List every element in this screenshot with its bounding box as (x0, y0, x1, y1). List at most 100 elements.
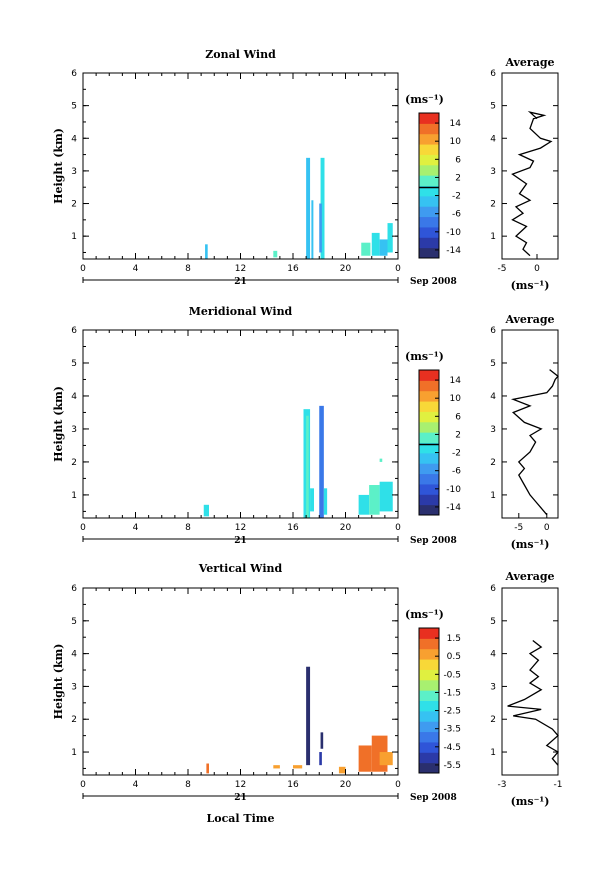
colorbar-tick-label: 2 (455, 173, 461, 183)
colorbar-swatch (419, 185, 439, 197)
colorbar-label: (ms⁻¹) (405, 93, 444, 106)
colorbar-swatch (419, 669, 439, 681)
profile-x-label: (ms⁻¹) (511, 279, 550, 292)
profile-x-label: (ms⁻¹) (511, 795, 550, 808)
colorbar-swatch (419, 226, 439, 238)
data-cell (273, 250, 278, 258)
profile-line (511, 111, 553, 257)
profile-y-tick-label: 1 (490, 491, 496, 501)
colorbar-tick-label: -1.5 (443, 688, 461, 698)
profile-x-tick-label: 0 (544, 523, 550, 533)
x-tick-label: 0 (80, 523, 86, 533)
profile-line (507, 639, 559, 766)
colorbar-swatch (419, 401, 439, 412)
x-tick-label: 4 (133, 264, 139, 274)
y-tick-label: 1 (71, 748, 77, 758)
profile-frame (501, 72, 559, 260)
x-tick-label: 0 (80, 780, 86, 790)
colorbar-label: (ms⁻¹) (405, 350, 444, 363)
colorbar-tick-label: -10 (446, 228, 461, 238)
colorbar-tick-label: -6 (452, 210, 461, 220)
profile-y-tick-label: 4 (490, 134, 496, 144)
x-tick-label: 0 (80, 264, 86, 274)
colorbar-swatch (419, 113, 439, 124)
colorbar-swatch (419, 741, 439, 753)
colorbar-swatch (419, 648, 439, 660)
colorbar-tick-label: -3.5 (443, 725, 461, 735)
profile-y-tick-label: 6 (490, 584, 496, 594)
colorbar-swatch (419, 628, 439, 639)
colorbar-swatch (419, 133, 439, 145)
colorbar-swatch (419, 390, 439, 402)
colorbar-tick-label: 14 (450, 376, 462, 386)
profile-y-tick-label: 1 (490, 232, 496, 242)
y-axis-label: Height (km) (52, 644, 65, 720)
date-label: Sep 2008 (410, 277, 457, 287)
data-cell (306, 157, 311, 259)
data-cell (310, 488, 314, 512)
data-cell (320, 157, 325, 259)
y-axis-label: Height (km) (52, 128, 65, 204)
day-label: 21 (234, 277, 247, 287)
y-tick-label: 4 (71, 392, 77, 402)
data-cell (306, 415, 309, 518)
colorbar-frame (418, 112, 440, 259)
profile-line (510, 369, 559, 516)
x-tick-label: 20 (340, 523, 352, 533)
profile-y-tick-label: 1 (490, 748, 496, 758)
data-cell (319, 752, 322, 766)
profile-y-tick-label: 6 (490, 69, 496, 79)
day-label: 21 (234, 536, 247, 546)
x-tick-label: 0 (395, 523, 401, 533)
colorbar-swatch (419, 483, 439, 495)
colorbar-swatch (419, 237, 439, 249)
profile-frame (501, 587, 559, 776)
colorbar-tick-label: -5.5 (443, 761, 461, 771)
colorbar-tick-label: 10 (450, 394, 462, 404)
data-cell (311, 200, 314, 259)
colorbar-swatch (419, 752, 439, 764)
y-tick-label: 6 (71, 69, 77, 79)
colorbar-tick-label: -2 (452, 192, 461, 202)
data-cell (319, 405, 324, 518)
x-axis-label: Local Time (207, 812, 275, 825)
y-tick-label: 2 (71, 715, 77, 725)
data-cell (273, 765, 280, 769)
colorbar-swatch (419, 463, 439, 475)
panel-title: Meridional Wind (189, 305, 293, 318)
y-tick-label: 2 (71, 458, 77, 468)
colorbar-tick-label: -6 (452, 467, 461, 477)
colorbar-label: (ms⁻¹) (405, 608, 444, 621)
colorbar-tick-label: -10 (446, 485, 461, 495)
colorbar-tick-label: 10 (450, 137, 462, 147)
data-cell (293, 765, 303, 769)
profile-y-tick-label: 4 (490, 392, 496, 402)
y-tick-label: 4 (71, 134, 77, 144)
colorbar-swatch (419, 473, 439, 485)
colorbar-swatch (419, 700, 439, 712)
plot-frame (82, 72, 399, 260)
colorbar-tick-label: -14 (446, 246, 461, 256)
x-tick-label: 4 (133, 780, 139, 790)
data-cell (361, 242, 371, 256)
colorbar-swatch (419, 690, 439, 701)
x-tick-label: 20 (340, 264, 352, 274)
colorbar-tick-label: -2 (452, 449, 461, 459)
profile-y-tick-label: 3 (490, 682, 496, 692)
colorbar-swatch (419, 710, 439, 722)
colorbar-swatch (419, 494, 439, 506)
colorbar-swatch (419, 452, 439, 464)
colorbar-tick-label: -0.5 (443, 670, 461, 680)
colorbar-swatch (419, 123, 439, 135)
profile-x-tick-label: -3 (498, 780, 507, 790)
profile-y-tick-label: 5 (490, 359, 496, 369)
colorbar-frame (418, 369, 440, 516)
y-tick-label: 6 (71, 584, 77, 594)
colorbar-tick-label: 6 (455, 155, 461, 165)
data-cell (358, 494, 370, 515)
date-label: Sep 2008 (410, 793, 457, 803)
data-cell (338, 766, 346, 774)
y-axis-label: Height (km) (52, 386, 65, 462)
y-tick-label: 6 (71, 326, 77, 336)
